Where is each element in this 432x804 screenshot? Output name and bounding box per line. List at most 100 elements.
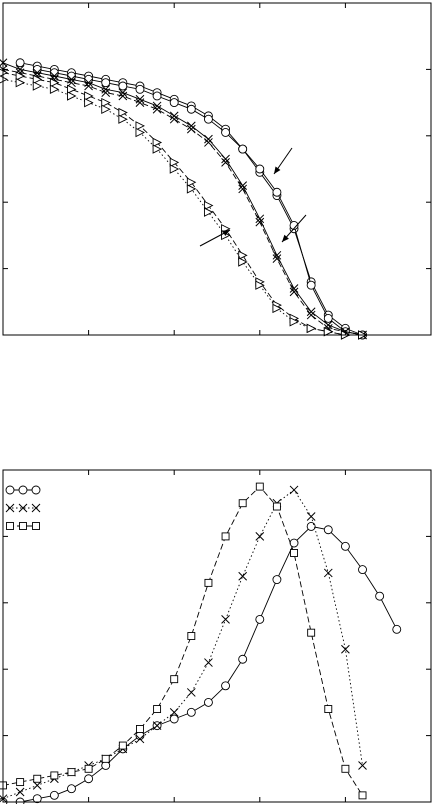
data-point: [340, 541, 350, 551]
data-point: [375, 591, 385, 601]
data-point: [67, 768, 76, 777]
data-point: [324, 705, 333, 713]
series-3: [0, 58, 367, 340]
ticks: [3, 470, 431, 802]
data-point: [118, 81, 128, 91]
top-chart: [0, 2, 432, 340]
data-point: [221, 128, 231, 137]
data-point: [272, 303, 282, 314]
data-point: [307, 628, 316, 637]
data-point: [49, 790, 59, 800]
data-point: [186, 124, 196, 134]
data-point: [84, 774, 94, 784]
data-point: [84, 764, 93, 773]
data-point: [15, 797, 25, 804]
ticks: [3, 3, 431, 335]
series-2: [0, 485, 367, 804]
data-point: [135, 127, 145, 138]
legend-marker: [6, 522, 14, 530]
data-point: [15, 58, 25, 68]
data-point: [152, 721, 162, 730]
data-point: [323, 525, 333, 535]
data-point: [272, 502, 281, 511]
data-point: [118, 107, 128, 118]
data-point: [49, 84, 60, 95]
data-point: [306, 323, 317, 334]
data-point: [170, 675, 179, 684]
data-point: [238, 257, 248, 267]
data-point: [238, 144, 248, 154]
data-point: [67, 84, 77, 95]
arrow-head: [274, 166, 281, 174]
data-point: [186, 688, 196, 697]
data-point: [358, 565, 367, 575]
data-point: [289, 287, 299, 297]
data-point: [169, 714, 179, 724]
data-point: [32, 794, 42, 804]
data-point: [306, 280, 316, 290]
data-point: [341, 644, 350, 654]
data-point: [238, 571, 248, 581]
legend-marker: [31, 485, 41, 495]
data-point: [221, 154, 230, 164]
data-point: [118, 741, 127, 750]
data-point: [186, 104, 196, 114]
legend: [5, 485, 41, 530]
data-point: [221, 158, 230, 167]
data-point: [33, 774, 42, 783]
annotation-arrow: [273, 147, 293, 175]
data-point: [15, 787, 25, 797]
data-point: [204, 138, 213, 147]
data-point: [255, 164, 265, 174]
data-point: [67, 784, 76, 794]
data-point: [203, 207, 214, 217]
data-point: [101, 78, 111, 88]
data-point: [289, 316, 300, 327]
data-point: [135, 734, 145, 744]
data-point: [255, 614, 265, 624]
data-point: [306, 512, 316, 521]
series-1: [0, 521, 402, 804]
legend-marker: [5, 485, 15, 495]
data-point: [50, 771, 59, 780]
data-point: [101, 104, 111, 114]
data-point: [136, 725, 144, 733]
series-line: [2, 485, 363, 796]
series-line: [2, 62, 363, 336]
legend-marker: [19, 522, 27, 530]
data-point: [32, 781, 42, 790]
data-point: [16, 778, 25, 787]
data-point: [255, 280, 265, 290]
data-point: [169, 98, 179, 108]
series-line: [2, 68, 363, 336]
data-point: [152, 91, 162, 101]
data-point: [204, 578, 213, 587]
legend-marker: [18, 503, 28, 513]
data-point: [306, 521, 316, 531]
data-point: [289, 485, 299, 495]
data-point: [169, 157, 180, 168]
series-line: [2, 489, 363, 800]
legend-marker: [31, 503, 41, 513]
data-point: [186, 121, 196, 131]
series-2: [32, 64, 367, 340]
series-line: [2, 72, 363, 336]
data-point: [290, 549, 298, 557]
data-point: [272, 250, 282, 260]
data-point: [255, 217, 265, 227]
data-point: [272, 575, 282, 585]
series-line: [37, 68, 363, 336]
data-point: [221, 681, 231, 691]
legend-marker: [5, 503, 15, 513]
data-point: [306, 310, 316, 320]
data-point: [152, 137, 163, 148]
legend-marker: [18, 485, 28, 495]
arrow-head: [222, 230, 230, 236]
data-point: [32, 74, 43, 85]
series-3: [0, 482, 367, 800]
data-point: [238, 250, 248, 261]
annotation-arrow: [199, 229, 231, 247]
data-point: [84, 97, 94, 108]
data-point: [49, 77, 60, 88]
